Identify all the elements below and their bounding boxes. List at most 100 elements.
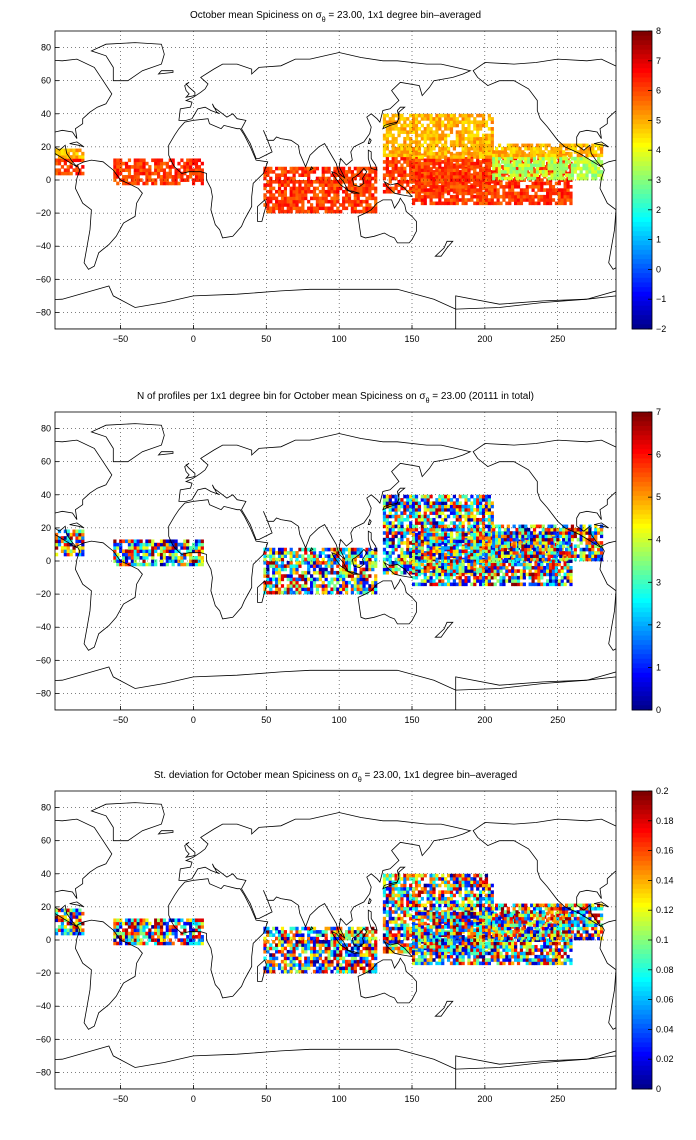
data-cell <box>573 146 577 151</box>
data-cell <box>406 561 410 565</box>
data-cell <box>365 567 369 572</box>
data-cell <box>444 517 448 522</box>
data-cell <box>362 180 366 184</box>
data-cell <box>528 569 532 573</box>
data-cell <box>547 551 551 555</box>
data-cell <box>559 150 563 154</box>
data-cell <box>594 541 598 545</box>
data-cell <box>585 163 589 168</box>
data-cell <box>492 537 496 542</box>
data-cell <box>391 504 395 509</box>
colorbar-step <box>632 63 652 69</box>
data-cell <box>495 551 499 555</box>
data-cell <box>452 559 457 563</box>
data-cell <box>458 504 462 509</box>
data-cell <box>449 582 454 587</box>
data-cell <box>429 536 433 540</box>
data-cell <box>435 171 439 176</box>
data-cell <box>69 549 73 554</box>
data-cell <box>591 146 595 151</box>
data-cell <box>269 186 273 191</box>
data-cell <box>518 527 522 532</box>
data-cell <box>321 186 325 191</box>
data-cell <box>432 517 436 522</box>
data-cell <box>412 140 416 144</box>
data-cell <box>397 501 401 506</box>
data-cell <box>435 191 439 196</box>
data-cell <box>521 551 525 555</box>
data-cell <box>353 580 357 585</box>
data-cell <box>599 534 604 539</box>
data-cell <box>525 184 529 189</box>
data-cell <box>570 524 575 529</box>
data-cell <box>391 534 395 539</box>
data-cell <box>324 166 328 171</box>
data-cell <box>499 565 503 570</box>
data-cell <box>470 504 474 509</box>
data-cell <box>406 153 410 158</box>
data-cell <box>484 191 489 196</box>
data-cell <box>347 196 352 201</box>
data-cell <box>194 178 199 182</box>
data-cell <box>394 557 398 562</box>
data-cell <box>292 577 296 582</box>
data-cell <box>562 156 566 161</box>
data-cell <box>406 524 410 529</box>
data-cell <box>473 514 477 519</box>
data-cell <box>514 194 518 199</box>
data-cell <box>464 559 468 563</box>
data-cell <box>441 541 445 545</box>
data-cell <box>353 567 357 572</box>
data-cell <box>194 549 199 554</box>
data-cell <box>470 542 474 547</box>
data-cell <box>455 171 459 176</box>
data-cell <box>432 133 436 138</box>
data-cell <box>493 565 497 570</box>
data-cell <box>356 551 360 555</box>
data-cell <box>535 537 540 542</box>
data-cell <box>119 171 123 176</box>
data-cell <box>506 527 510 532</box>
data-cell <box>280 189 285 194</box>
data-cell <box>512 554 516 558</box>
data-cell <box>544 531 548 535</box>
data-cell <box>400 123 404 128</box>
data-cell <box>391 146 395 151</box>
data-cell <box>414 127 419 131</box>
data-cell <box>318 183 322 187</box>
data-cell <box>473 184 477 189</box>
data-cell <box>414 536 419 540</box>
data-cell <box>473 562 477 567</box>
data-cell <box>435 130 439 134</box>
data-cell <box>412 565 416 570</box>
data-cell <box>423 117 427 121</box>
data-cell <box>400 156 404 161</box>
data-cell <box>554 201 559 206</box>
data-cell <box>353 203 357 207</box>
data-cell <box>532 524 537 529</box>
data-cell <box>347 564 352 568</box>
data-cell <box>414 501 419 506</box>
data-cell <box>388 150 392 154</box>
data-cell <box>481 542 486 547</box>
data-cell <box>502 184 506 189</box>
data-cell <box>511 181 515 186</box>
data-cell <box>400 511 404 515</box>
data-cell <box>470 136 474 141</box>
data-cell <box>449 113 454 118</box>
data-cell <box>180 175 184 179</box>
data-cell <box>546 562 550 567</box>
data-cell <box>157 171 161 176</box>
data-cell <box>124 552 129 557</box>
data-cell <box>394 564 398 568</box>
data-cell <box>535 557 540 562</box>
data-cell <box>479 143 483 148</box>
data-cell <box>497 166 502 171</box>
data-cell <box>55 151 59 156</box>
data-cell <box>479 151 483 156</box>
data-cell <box>286 584 290 588</box>
data-cell <box>444 175 448 179</box>
data-cell <box>286 561 290 565</box>
colorbar-step <box>632 40 652 46</box>
data-cell <box>382 113 387 118</box>
